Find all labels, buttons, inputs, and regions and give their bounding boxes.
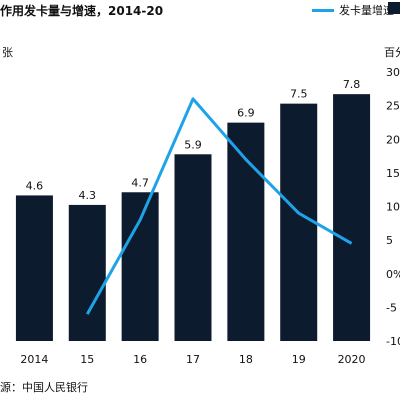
legend: 发卡量增速 <box>312 2 394 18</box>
legend-bar-swatch <box>388 2 400 14</box>
right-tick: -10 <box>386 335 400 348</box>
x-tick-2020: 2020 <box>338 353 366 366</box>
bar-17 <box>174 154 212 341</box>
right-tick: 5 <box>386 234 393 247</box>
right-tick: 0% <box>386 268 400 281</box>
bar-15 <box>68 204 106 341</box>
bar-labels: 4.6 4.3 4.7 5.9 6.9 7.5 7.8 <box>26 78 361 202</box>
right-tick: 20 <box>386 133 400 146</box>
bar-series <box>15 94 371 342</box>
right-tick: 15 <box>386 167 400 180</box>
x-tick-17: 17 <box>186 353 200 366</box>
right-axis-ticks: 30 25 20 15 10 5 0% -5 -10 <box>386 66 400 348</box>
bar-16 <box>121 192 159 341</box>
bar-18 <box>227 122 265 342</box>
x-tick-19: 19 <box>292 353 306 366</box>
left-axis-unit: 张 <box>2 46 13 59</box>
bar-label-19: 7.5 <box>290 88 308 101</box>
x-tick-2014: 2014 <box>20 353 48 366</box>
right-tick: 25 <box>386 100 400 113</box>
legend-line-label: 发卡量增速 <box>339 4 394 17</box>
bar-19 <box>280 103 318 341</box>
x-tick-16: 16 <box>133 353 147 366</box>
chart-title: 作用发卡量与增速，2014-20 <box>0 4 164 18</box>
bar-label-16: 4.7 <box>131 176 149 189</box>
bar-2020 <box>333 94 371 341</box>
right-tick: -5 <box>386 301 397 314</box>
bar-label-18: 6.9 <box>237 107 255 120</box>
line-series <box>85 97 353 315</box>
growth-line <box>85 97 353 315</box>
right-axis-unit: 百分 <box>384 46 400 59</box>
bar-label-17: 5.9 <box>184 138 202 151</box>
x-tick-15: 15 <box>80 353 94 366</box>
bar-2014 <box>15 195 53 341</box>
legend-line-swatch <box>312 8 334 12</box>
right-tick: 30 <box>386 66 400 79</box>
x-tick-18: 18 <box>239 353 253 366</box>
x-axis-ticks: 2014 15 16 17 18 19 2020 <box>20 353 365 366</box>
bar-label-2014: 4.6 <box>26 179 44 192</box>
bar-label-2020: 7.8 <box>343 78 361 91</box>
source-note: 源：中国人民银行 <box>0 381 88 394</box>
bar-label-15: 4.3 <box>79 189 97 202</box>
right-tick: 10 <box>386 201 400 214</box>
